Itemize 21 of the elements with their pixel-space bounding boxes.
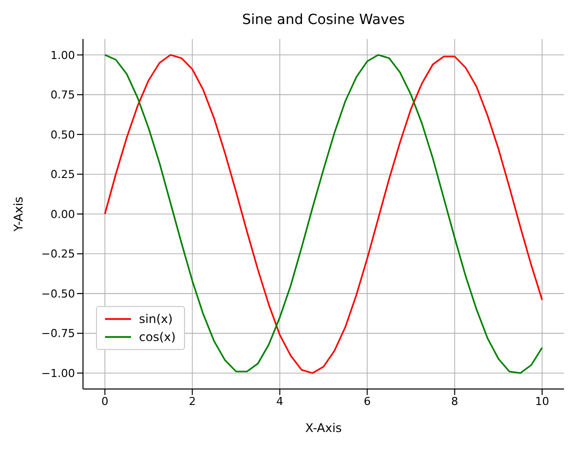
y-tick-label: 0.50 xyxy=(50,128,75,142)
x-tick-label: 10 xyxy=(535,394,550,408)
x-tick-label: 4 xyxy=(276,394,284,408)
y-tick-label: 1.00 xyxy=(50,48,75,62)
y-tick-label: 0.00 xyxy=(50,208,75,221)
x-axis-title: X-Axis xyxy=(305,421,342,435)
y-tick-label: 0.25 xyxy=(50,168,75,182)
y-axis-title: Y-Axis xyxy=(11,196,26,232)
x-tick-label: 0 xyxy=(101,394,108,408)
chart-title: Sine and Cosine Waves xyxy=(241,11,406,30)
x-tick-label: 2 xyxy=(188,394,196,408)
x-tick-label: 6 xyxy=(364,394,371,408)
x-tick-label: 8 xyxy=(451,394,458,408)
legend-label: cos(x) xyxy=(139,330,176,344)
y-tick-label: −0.75 xyxy=(41,327,75,340)
y-tick-label: 0.75 xyxy=(50,88,75,102)
y-tick-label: −0.25 xyxy=(41,248,75,261)
legend-label: sin(x) xyxy=(139,312,173,326)
line-series xyxy=(104,54,543,374)
y-tick-label: −1.00 xyxy=(41,366,75,380)
y-tick-label: −0.50 xyxy=(41,287,75,300)
